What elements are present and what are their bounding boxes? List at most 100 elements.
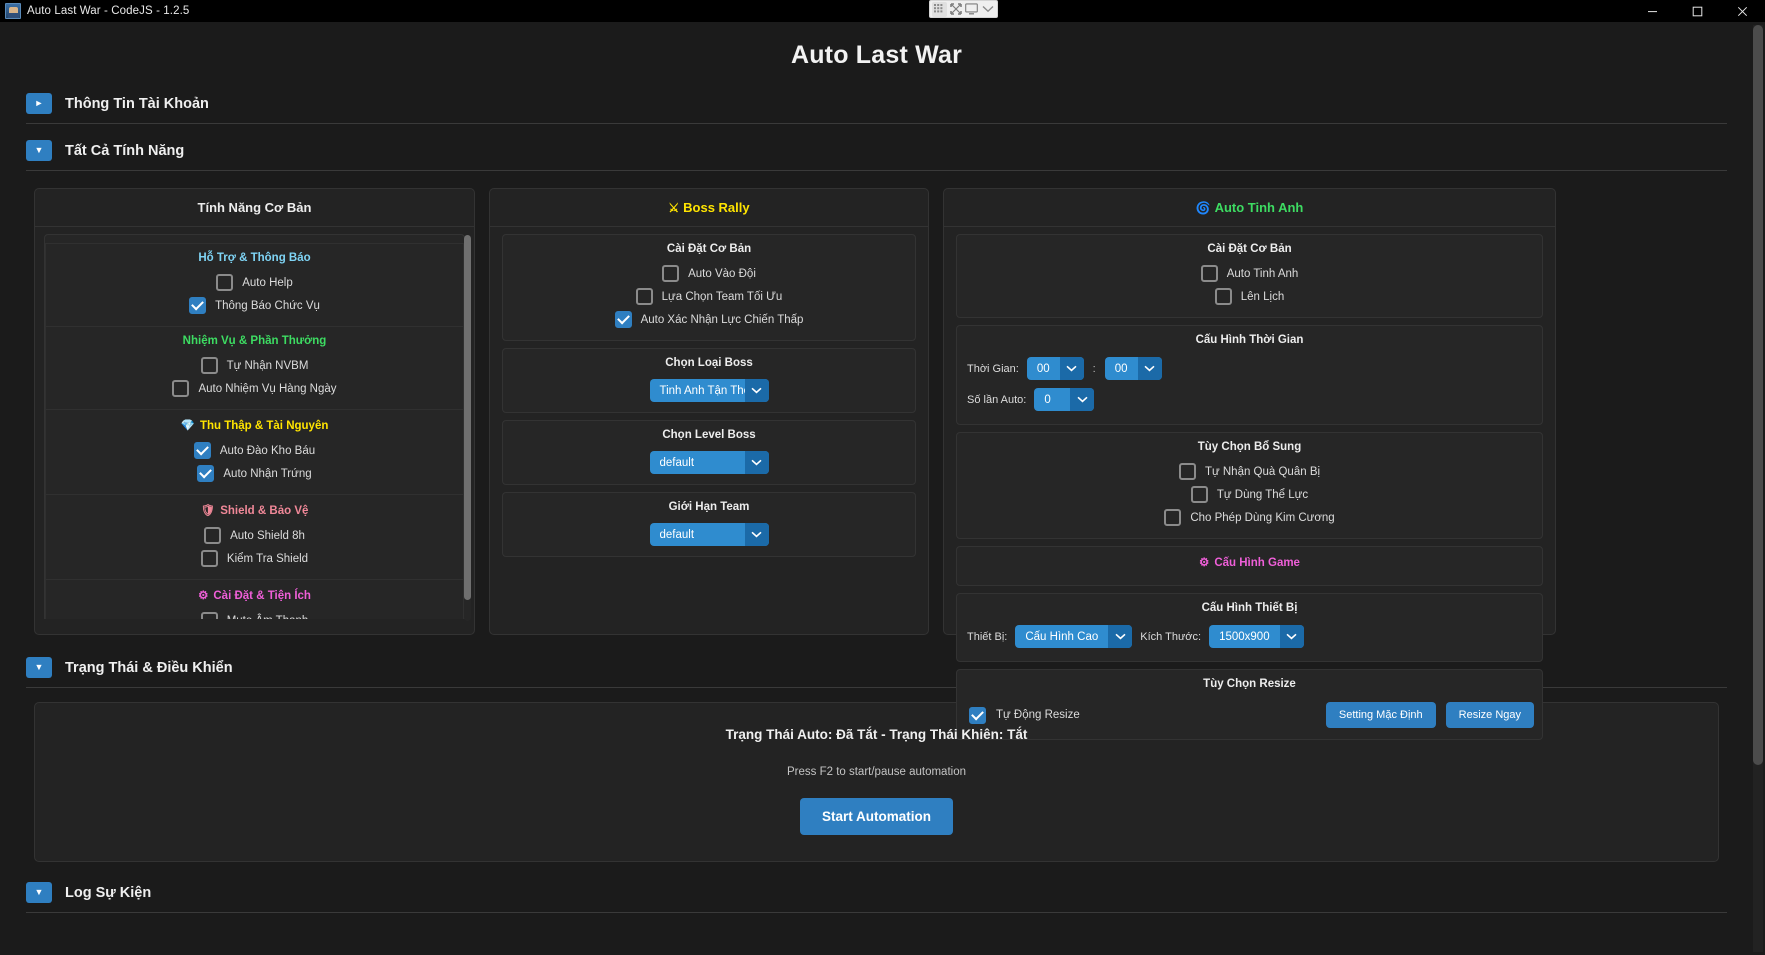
select-resolution[interactable]: 1500x900: [1209, 625, 1304, 648]
app-viewport: Auto Last War ► Thông Tin Tài Khoản ▼ Tấ…: [0, 22, 1765, 955]
checkbox-auto-tinh-anh[interactable]: [1200, 265, 1218, 282]
section-header-all-features[interactable]: ▼ Tất Cả Tính Năng: [26, 134, 1727, 171]
checkbox-auto-shield-8h[interactable]: [204, 527, 222, 544]
chevron-down-icon[interactable]: [1070, 388, 1095, 411]
checkbox-tu-dung-the-luc[interactable]: [1190, 486, 1208, 503]
chevron-down-icon[interactable]: [1137, 357, 1162, 380]
checkbox-row-auto-tinh-anh[interactable]: Auto Tinh Anh: [957, 262, 1542, 285]
start-automation-button[interactable]: Start Automation: [800, 798, 953, 835]
default-setting-button[interactable]: Setting Mặc Định: [1325, 702, 1436, 728]
group-title-gathering-resources: 💎 Thu Thập & Tài Nguyên: [46, 418, 463, 432]
checkbox-tu-nhan-qua-quan-bi[interactable]: [1178, 463, 1196, 480]
basic-features-scroll-area[interactable]: Hỗ Trợ & Thông Báo Auto Help Thông Báo C…: [35, 227, 474, 619]
section-toggle-account-info[interactable]: ►: [26, 93, 52, 114]
checkbox-row-auto-help[interactable]: Auto Help: [46, 271, 463, 294]
close-button[interactable]: [1720, 0, 1765, 22]
monitor-icon[interactable]: [964, 2, 979, 17]
group-title-team-limit: Giới Hạn Team: [668, 501, 750, 513]
group-title-extra-options: Tùy Chọn Bổ Sung: [1197, 441, 1302, 453]
checkbox-lua-chon-team-toi-uu[interactable]: [635, 288, 653, 305]
extra-options-panel: Tùy Chọn Bổ Sung Tự Nhận Quà Quân Bị Tự …: [956, 432, 1543, 539]
snap-layout-overlay[interactable]: [929, 0, 998, 18]
label-mute-am-thanh: Mute Âm Thanh: [227, 615, 309, 620]
team-limit-row: default: [503, 520, 915, 547]
select-minute[interactable]: 00: [1104, 357, 1162, 380]
checkbox-tu-dong-resize[interactable]: [969, 706, 986, 724]
checkbox-auto-nhan-trung[interactable]: [197, 465, 215, 482]
checkbox-row-auto-shield-8h[interactable]: Auto Shield 8h: [46, 524, 463, 547]
checkbox-row-auto-nhiem-vu-hang-ngay[interactable]: Auto Nhiệm Vụ Hàng Ngày: [46, 377, 463, 400]
checkbox-row-kiem-tra-shield[interactable]: Kiểm Tra Shield: [46, 547, 463, 570]
boss-type-row: Tinh Anh Tận Thế: [503, 376, 915, 403]
arrows-expand-icon[interactable]: [948, 2, 963, 17]
select-boss-level[interactable]: default: [649, 451, 769, 474]
grid-icon[interactable]: [932, 1, 947, 17]
select-hour[interactable]: 00: [1026, 357, 1084, 380]
checkbox-row-mute-am-thanh[interactable]: Mute Âm Thanh: [46, 609, 463, 619]
checkbox-row-auto-dao-kho-bau[interactable]: Auto Đào Kho Báu: [46, 439, 463, 462]
chevron-down-icon[interactable]: [1279, 625, 1304, 648]
label-auto-vao-doi: Auto Vào Đội: [688, 267, 756, 280]
checkbox-auto-help[interactable]: [216, 274, 234, 291]
checkbox-row-thong-bao-chuc-vu[interactable]: Thông Báo Chức Vụ: [46, 294, 463, 317]
device-config-panel: Cấu Hình Thiết Bị Thiết Bị: Cấu Hình Cao…: [956, 593, 1543, 662]
resize-row: Tự Động Resize Setting Mặc Định Resize N…: [957, 697, 1542, 730]
maximize-button[interactable]: [1675, 0, 1720, 22]
boss-rally-basic-panel: Cài Đặt Cơ Bản Auto Vào Đội Lựa Chọn Tea…: [502, 234, 916, 341]
chevron-down-icon[interactable]: [744, 379, 769, 402]
select-team-limit[interactable]: default: [649, 523, 769, 546]
checkbox-cho-phep-dung-kim-cuong[interactable]: [1164, 509, 1182, 526]
checkbox-row-auto-vao-doi[interactable]: Auto Vào Đội: [503, 262, 915, 285]
checkbox-row-cho-phep-dung-kim-cuong[interactable]: Cho Phép Dùng Kim Cương: [957, 506, 1542, 529]
select-auto-count[interactable]: 0: [1034, 388, 1095, 411]
checkbox-row-tu-nhan-nvbm[interactable]: Tự Nhận NVBM: [46, 354, 463, 377]
basic-features-scrollbar[interactable]: [464, 235, 471, 621]
checkbox-auto-dao-kho-bau[interactable]: [193, 442, 211, 459]
group-missions-rewards: Nhiệm Vụ & Phần Thưởng Tự Nhận NVBM Auto…: [45, 327, 464, 410]
section-toggle-status-control[interactable]: ▼: [26, 657, 52, 678]
checkbox-len-lich[interactable]: [1214, 288, 1232, 305]
checkbox-tu-nhan-nvbm[interactable]: [200, 357, 218, 374]
window-title: Auto Last War - CodeJS - 1.2.5: [27, 5, 190, 17]
basic-features-scrollbar-thumb[interactable]: [464, 235, 471, 600]
checkbox-row-len-lich[interactable]: Lên Lịch: [957, 285, 1542, 308]
section-toggle-all-features[interactable]: ▼: [26, 140, 52, 161]
section-header-event-log[interactable]: ▼ Log Sự Kiện: [26, 876, 1727, 913]
select-device-profile[interactable]: Cấu Hình Cao: [1015, 625, 1133, 648]
section-all-features: ▼ Tất Cả Tính Năng Tính Năng Cơ Bản Hỗ T…: [26, 134, 1727, 740]
checkbox-auto-vao-doi[interactable]: [662, 265, 680, 282]
group-title-boss-basic: Cài Đặt Cơ Bản: [666, 243, 752, 255]
minimize-button[interactable]: [1630, 0, 1675, 22]
group-title-missions-rewards: Nhiệm Vụ & Phần Thưởng: [182, 335, 327, 347]
chevron-down-icon[interactable]: [1108, 625, 1133, 648]
label-thong-bao-chuc-vu: Thông Báo Chức Vụ: [215, 299, 320, 312]
checkbox-row-tu-nhan-qua-quan-bi[interactable]: Tự Nhận Quà Quân Bị: [957, 460, 1542, 483]
section-toggle-event-log[interactable]: ▼: [26, 882, 52, 903]
chevron-down-icon[interactable]: [744, 451, 769, 474]
section-header-status-control[interactable]: ▼ Trạng Thái & Điều Khiển: [26, 651, 1727, 688]
checkbox-auto-nhiem-vu-hang-ngay[interactable]: [172, 380, 190, 397]
select-boss-type[interactable]: Tinh Anh Tận Thế: [649, 379, 769, 402]
checkbox-mute-am-thanh[interactable]: [200, 612, 218, 619]
label-auto-xac-nhan-luc-chien-thap: Auto Xác Nhận Lực Chiến Thấp: [640, 313, 804, 326]
checkbox-thong-bao-chuc-vu[interactable]: [189, 297, 207, 314]
resize-now-button[interactable]: Resize Ngay: [1445, 702, 1534, 728]
page-scrollbar[interactable]: [1751, 22, 1765, 955]
basic-features-inner: Hỗ Trợ & Thông Báo Auto Help Thông Báo C…: [44, 234, 465, 619]
section-header-account-info[interactable]: ► Thông Tin Tài Khoản: [26, 87, 1727, 124]
checkbox-auto-xac-nhan-luc-chien-thap[interactable]: [614, 311, 632, 328]
checkbox-row-auto-xac-nhan-luc-chien-thap[interactable]: Auto Xác Nhận Lực Chiến Thấp: [503, 308, 915, 331]
label-auto-dao-kho-bau: Auto Đào Kho Báu: [219, 444, 316, 457]
checkbox-row-auto-nhan-trung[interactable]: Auto Nhận Trứng: [46, 462, 463, 485]
panel-title-basic-features: Tính Năng Cơ Bản: [35, 189, 474, 227]
chevron-down-icon[interactable]: [980, 2, 995, 17]
checkbox-row-lua-chon-team-toi-uu[interactable]: Lựa Chọn Team Tối Ưu: [503, 285, 915, 308]
checkbox-kiem-tra-shield[interactable]: [200, 550, 218, 567]
chevron-down-icon[interactable]: [744, 523, 769, 546]
label-lua-chon-team-toi-uu: Lựa Chọn Team Tối Ưu: [661, 290, 783, 303]
checkbox-row-tu-dung-the-luc[interactable]: Tự Dùng Thể Lực: [957, 483, 1542, 506]
label-auto-shield-8h: Auto Shield 8h: [230, 529, 305, 542]
chevron-down-icon[interactable]: [1059, 357, 1084, 380]
page-scrollbar-thumb[interactable]: [1753, 25, 1763, 765]
tinh-anh-basic-panel: Cài Đặt Cơ Bản Auto Tinh Anh Lên Lịch: [956, 234, 1543, 318]
